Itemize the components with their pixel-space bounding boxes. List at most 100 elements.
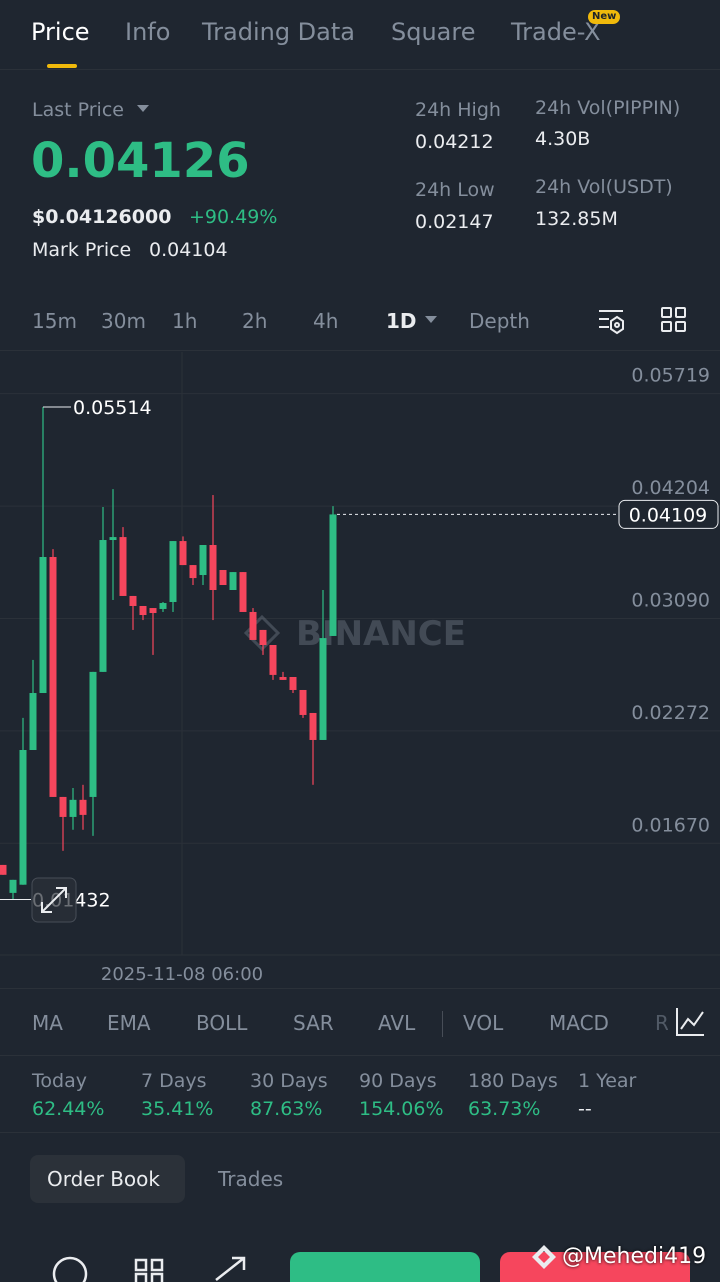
candle-body [239,572,247,612]
last-price-label[interactable]: Last Price [32,99,124,121]
candle-body [259,629,267,646]
tab[interactable]: Square [391,18,476,46]
interval[interactable]: 2h [242,309,268,333]
high-label: 0.05514 [73,397,152,419]
last-price-box [618,499,719,529]
apps-icon[interactable] [134,1258,164,1282]
tab[interactable]: Trade-X [511,18,601,46]
divider [0,1055,720,1056]
period-value: 62.44% [32,1098,105,1120]
watermark: BINANCE [243,614,466,654]
interval[interactable]: 15m [32,309,77,333]
candle-body [119,537,127,596]
bottom-bar [52,1252,690,1282]
tab-indicator [47,64,77,68]
candle-body [89,671,97,797]
candle-body [69,799,77,817]
tab[interactable]: Info [125,18,171,46]
period-label: 90 Days [359,1070,437,1092]
order-tab[interactable]: Trades [218,1167,284,1191]
y-tick-label: 0.05719 [631,365,710,387]
indicator-settings-icon[interactable] [674,1006,706,1038]
watermark-logo [532,1245,556,1269]
indicator-bar: MA EMA BOLL SAR AVL VOL MACD RSI [0,1005,668,1045]
candlestick-chart: 2025-11-08 06:00 0.05719 0.04204 0.03090 0.… [0,352,720,985]
indicator[interactable]: BOLL [196,1011,248,1035]
order-tab[interactable]: Order Book [47,1167,160,1191]
user-watermark: @Mehedi419 [562,1244,707,1269]
y-tick-label: 0.02272 [631,702,710,724]
candle-body [49,556,57,797]
indicator[interactable]: MA [32,1011,63,1035]
tab[interactable]: Trading Data [202,18,355,46]
trade-icon[interactable] [215,1256,246,1281]
interval[interactable]: Depth [469,309,530,333]
price-change: +90.49% [189,206,278,228]
new-badge: New [588,10,621,24]
candle-body [289,676,297,690]
indicator[interactable]: RSI [655,1011,668,1035]
candle-body [99,540,107,672]
y-tick-label: 0.01670 [631,814,710,836]
candle-body [9,879,17,893]
candle-body [159,603,167,609]
divider [0,69,720,70]
stat-value: 4.30B [535,128,591,150]
candle-body [249,611,257,640]
candle-body [199,545,207,576]
expand-button[interactable] [31,877,77,923]
stat-value: 132.85M [535,208,618,230]
candle-body [19,749,27,885]
interval[interactable]: 1h [172,309,198,333]
candle-body [209,545,217,591]
indicator[interactable]: SAR [293,1011,334,1035]
interval[interactable]: 4h [313,309,339,333]
y-tick-label: 0.04204 [631,477,710,499]
candle-body [59,796,67,817]
more-icon[interactable] [52,1256,88,1282]
candle-body [179,541,187,566]
period-label: 1 Year [578,1070,637,1092]
layout-icon[interactable] [660,306,688,334]
indicator[interactable]: EMA [107,1011,151,1035]
interval[interactable]: 30m [101,309,146,333]
stat-label: 24h High [415,99,501,121]
period-value: 154.06% [359,1098,444,1120]
divider [0,1132,720,1133]
dropdown-icon [137,105,149,112]
tab[interactable]: Price [31,18,90,46]
period-label: 180 Days [468,1070,558,1092]
interval[interactable]: 1D [386,309,417,333]
indicator[interactable]: VOL [463,1011,504,1035]
indicator[interactable]: MACD [549,1011,609,1035]
mark-price-label: Mark Price [32,239,132,261]
x-axis-label: 2025-11-08 06:00 [101,964,263,985]
tab-pill [30,1155,185,1203]
buy-button[interactable] [290,1252,480,1282]
candle-body [79,799,87,815]
settings-icon[interactable] [597,306,627,336]
mark-price: 0.04104 [149,239,228,261]
separator [442,1011,443,1037]
stat-label: 24h Low [415,179,495,201]
period-label: 7 Days [141,1070,207,1092]
last-price: 0.04126 [31,133,250,189]
candle-body [309,712,317,740]
candle-body [39,556,47,694]
last-price-label: 0.04109 [629,504,708,526]
usd-price: $0.04126000 [32,206,172,228]
candle-body [129,595,137,606]
candle-body [29,693,37,750]
candle-body [169,541,177,603]
candle-body [269,645,277,675]
candle-body [109,537,117,541]
candle-body [329,514,337,636]
candle-body [0,864,7,875]
stat-value: 0.04212 [415,131,494,153]
indicator[interactable]: AVL [378,1011,416,1035]
period-value: 35.41% [141,1098,214,1120]
stat-value: 0.02147 [415,211,494,233]
period-value: 87.63% [250,1098,323,1120]
stat-label: 24h Vol(PIPPIN) [535,97,681,119]
